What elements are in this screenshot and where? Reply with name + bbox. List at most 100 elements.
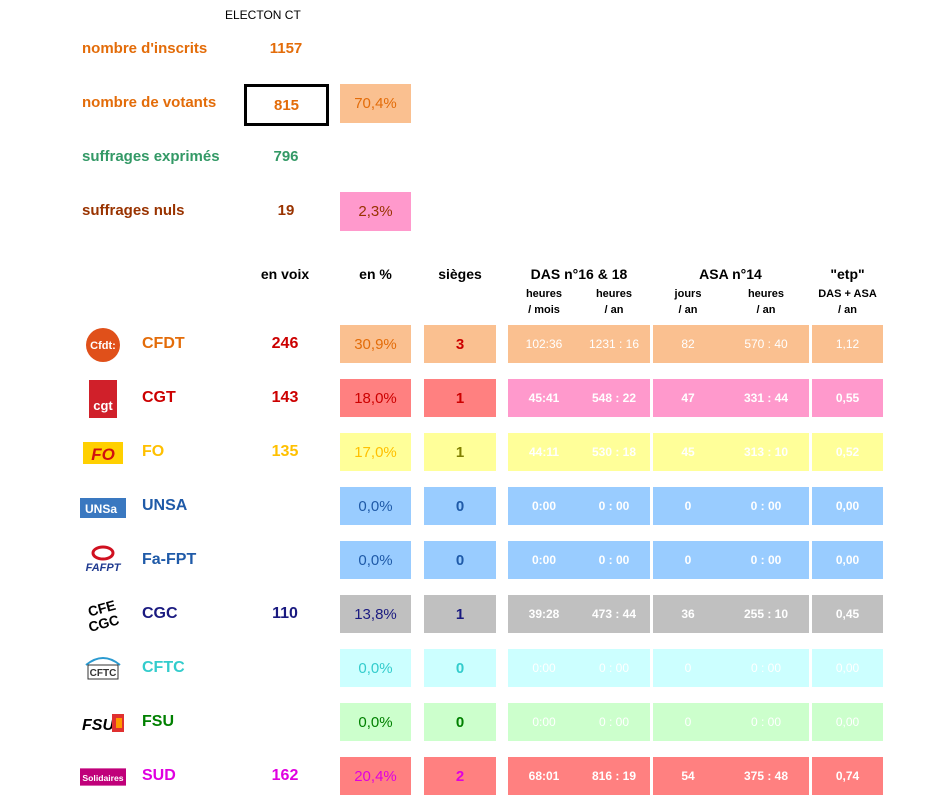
inscrits-value: 1157 [269,40,303,57]
das-mois: 45:41 [528,391,560,405]
sud-logo-icon: Solidaires [80,759,126,795]
asa-cell: 36 255 : 10 [653,595,809,633]
asa-jours: 0 [684,715,692,729]
svg-text:cgt: cgt [93,398,113,413]
pct-cell: 18,0% [340,379,411,417]
table-row: FAFPT Fa-FPT 0,0% 0 0:00 0 : 00 0 0 : 00… [0,541,941,581]
sieges-cell: 0 [424,487,496,525]
etp-cell: 0,00 [812,541,883,579]
subheader-asa-heures: heures / an [747,288,785,316]
page-title: ELECTON CT [225,8,301,22]
union-name: CFTC [142,659,185,676]
asa-heures: 0 : 00 [750,715,782,729]
header-das: DAS n°16 & 18 [530,266,628,282]
union-name: CGC [142,605,178,622]
union-name: CFDT [142,335,185,352]
header-sieges: sièges [438,266,482,282]
das-mois: 39:28 [528,607,560,621]
votants-value: 815 [273,96,300,114]
asa-jours: 0 [684,553,692,567]
nuls-label: suffrages nuls [82,202,185,219]
pct-cell: 0,0% [340,703,411,741]
das-cell: 45:41 548 : 22 [508,379,650,417]
das-an: 0 : 00 [598,715,630,729]
cgt-logo-icon: cgt [80,380,126,418]
asa-cell: 0 0 : 00 [653,703,809,741]
das-an: 0 : 00 [598,661,630,675]
das-an: 530 : 18 [591,445,637,459]
etp-cell: 0,00 [812,487,883,525]
svg-text:Solidaires: Solidaires [82,773,123,783]
svg-text:CFE: CFE [86,597,117,620]
subheader-etp: DAS + ASA / an [818,288,877,316]
union-name: FSU [142,713,174,730]
das-cell: 0:00 0 : 00 [508,649,650,687]
voix-value: 143 [271,389,299,406]
sieges-cell: 2 [424,757,496,795]
asa-jours: 47 [681,391,695,405]
svg-text:FO: FO [91,445,115,464]
fsu-logo-icon: FSU [80,705,126,741]
das-cell: 39:28 473 : 44 [508,595,650,633]
table-row: UNSa UNSA 0,0% 0 0:00 0 : 00 0 0 : 00 0,… [0,487,941,527]
pct-cell: 20,4% [340,757,411,795]
asa-heures: 570 : 40 [744,337,788,351]
asa-heures: 0 : 00 [750,661,782,675]
cgc-logo-icon: CFE CGC [80,597,126,633]
asa-cell: 82 570 : 40 [653,325,809,363]
nuls-value: 19 [277,202,295,219]
fo-logo-icon: FO [80,435,126,471]
asa-heures: 255 : 10 [743,607,789,621]
sieges-cell: 1 [424,379,496,417]
votants-value-cell[interactable]: 815 [244,84,329,126]
table-row: Cfdt: CFDT 246 30,9% 3 102:36 1231 : 16 … [0,325,941,365]
asa-cell: 54 375 : 48 [653,757,809,795]
asa-jours: 82 [681,337,695,351]
header-voix: en voix [260,266,310,282]
etp-cell: 0,00 [812,649,883,687]
exprimes-value: 796 [273,148,299,165]
pct-cell: 30,9% [340,325,411,363]
svg-text:CFTC: CFTC [90,668,117,679]
etp-cell: 0,55 [812,379,883,417]
etp-cell: 0,74 [812,757,883,795]
svg-text:CGC: CGC [87,611,121,633]
asa-cell: 0 0 : 00 [653,487,809,525]
pct-cell: 13,8% [340,595,411,633]
voix-value: 110 [272,605,298,622]
das-mois: 44:11 [528,445,560,459]
pct-cell: 0,0% [340,649,411,687]
etp-cell: 0,00 [812,703,883,741]
voix-value: 162 [271,767,299,784]
unsa-logo-icon: UNSa [80,489,126,525]
das-mois: 68:01 [528,769,560,783]
union-name: FO [142,443,165,460]
das-mois: 0:00 [531,499,557,513]
header-asa: ASA n°14 [699,266,762,282]
votants-label: nombre de votants [82,94,217,111]
cftc-logo-icon: CFTC [80,651,126,687]
cfdt-logo-icon: Cfdt: [80,327,126,363]
votants-pct: 70,4% [340,84,411,123]
das-mois: 0:00 [531,553,557,567]
svg-text:Cfdt:: Cfdt: [90,340,116,352]
das-cell: 44:11 530 : 18 [508,433,650,471]
asa-heures: 313 : 10 [743,445,789,459]
das-cell: 0:00 0 : 00 [508,487,650,525]
table-row: cgt CGT 143 18,0% 1 45:41 548 : 22 47 33… [0,379,941,419]
asa-heures: 375 : 48 [743,769,789,783]
union-name: Fa-FPT [142,551,197,568]
voix-value: 135 [271,443,299,460]
asa-cell: 47 331 : 44 [653,379,809,417]
table-row: FSU FSU 0,0% 0 0:00 0 : 00 0 0 : 00 0,00 [0,703,941,743]
subheader-das-mois: heures / mois [525,288,563,316]
nuls-pct: 2,3% [340,192,411,231]
asa-jours: 0 [684,661,692,675]
sieges-cell: 0 [424,703,496,741]
das-mois: 0:00 [532,661,556,675]
das-an: 1231 : 16 [588,337,640,351]
subheader-asa-jours: jours / an [674,288,702,316]
table-row: CFE CGC CGC 110 13,8% 1 39:28 473 : 44 36… [0,595,941,635]
das-an: 0 : 00 [598,499,630,513]
header-etp: "etp" [830,266,865,282]
